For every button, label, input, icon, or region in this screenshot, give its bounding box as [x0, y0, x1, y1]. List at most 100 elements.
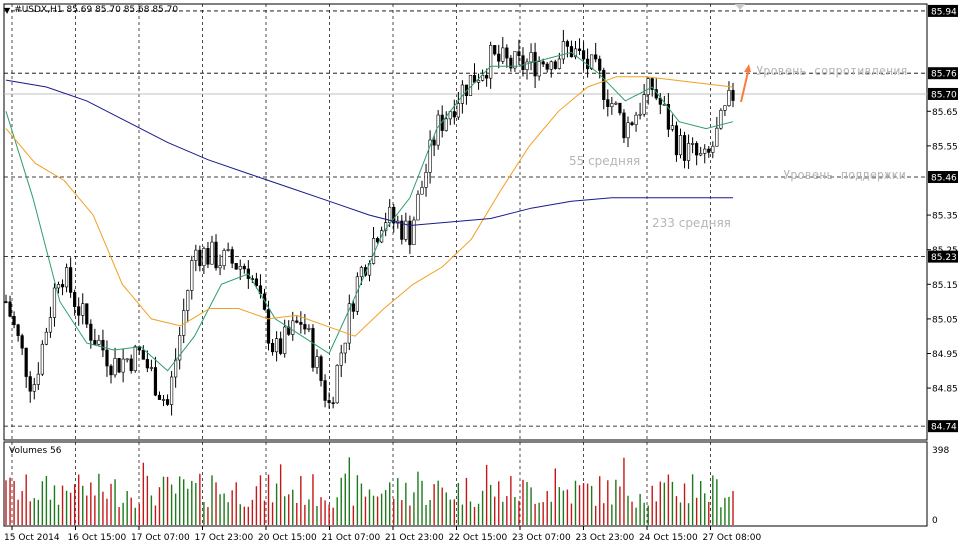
candle-body [553, 61, 557, 69]
candle-body [351, 303, 355, 312]
candle-body [521, 55, 525, 71]
price-axis: 85.9485.7685.7085.6585.5585.4685.3585.25… [927, 4, 958, 526]
candle-body [4, 301, 8, 303]
candle-body [129, 358, 133, 372]
candle-body [666, 104, 670, 130]
ma-fast-line [5, 51, 734, 372]
candle-body [598, 58, 602, 71]
price-box [928, 171, 958, 184]
candle-body [642, 94, 646, 115]
candle-body [153, 367, 158, 396]
candle-body [40, 343, 44, 375]
candle-body [8, 301, 12, 317]
candle-body [424, 172, 428, 188]
moving-averages [5, 51, 734, 372]
candle-body [210, 241, 214, 265]
candle-body [432, 139, 436, 146]
time-tick-label: 20 Oct 15:00 [258, 533, 317, 543]
candles [4, 29, 735, 416]
candle-body [36, 373, 40, 385]
volume-panel-frame [3, 441, 928, 527]
candle-body [347, 303, 351, 344]
candle-body [186, 290, 190, 311]
candle-body [594, 54, 598, 60]
candle-body [707, 148, 711, 153]
caret-down-icon[interactable]: ▼ [4, 5, 11, 15]
candle-body [678, 135, 683, 156]
candle-body [420, 187, 424, 195]
candle-body [226, 249, 230, 251]
candle-body [93, 340, 97, 345]
candle-body [202, 248, 206, 267]
candle-body [480, 75, 485, 81]
candle-body [12, 316, 16, 326]
ma55-label: 55 средняя [569, 154, 640, 168]
price-panel-frame [3, 3, 928, 441]
price-tick-label: 85.05 [932, 315, 958, 325]
candle-body [105, 349, 109, 367]
candle-body [331, 402, 335, 405]
candle-body [52, 287, 57, 318]
ma233-line [5, 79, 733, 227]
candle-body [408, 220, 412, 246]
price-box [928, 250, 958, 263]
candle-body [44, 331, 48, 345]
candle-body [602, 70, 606, 100]
candle-body [60, 284, 65, 288]
candle-body [339, 352, 343, 366]
candle-body [359, 267, 364, 278]
candle-body [230, 249, 234, 264]
symbol-label: #USDX,H1 [14, 5, 63, 15]
candle-body [327, 400, 331, 404]
time-tick-label: 16 Oct 15:00 [68, 533, 127, 543]
candle-body [319, 356, 323, 381]
candle-body [650, 78, 654, 90]
price-tick-label: 85.65 [932, 108, 958, 118]
candle-body [299, 322, 303, 325]
candle-body [557, 58, 561, 69]
volume-max-label: 398 [932, 446, 949, 456]
candle-body [218, 265, 222, 269]
candle-body [537, 61, 541, 77]
candle-body [731, 90, 735, 101]
candle-body [24, 347, 28, 377]
candle-body [404, 220, 408, 240]
ohlc-values: 85.69 85.70 85.68 85.70 [66, 5, 179, 15]
candle-body [56, 284, 61, 289]
candle-body [699, 153, 703, 156]
candle-body [363, 267, 368, 276]
candle-body [141, 349, 145, 360]
volume-bars [5, 457, 734, 525]
candle-body [565, 41, 570, 47]
candle-body [646, 78, 650, 95]
candle-body [161, 399, 166, 401]
candle-body [198, 249, 202, 267]
candle-body [194, 249, 198, 261]
candle-body [270, 342, 275, 353]
candle-body [715, 127, 719, 147]
candle-body [501, 47, 505, 62]
candle-body [513, 51, 517, 69]
candle-body [674, 125, 679, 156]
time-tick-label: 21 Oct 23:00 [385, 533, 444, 543]
price-tick-label: 84.95 [932, 350, 958, 360]
candle-body [549, 61, 553, 70]
candle-body [97, 339, 101, 345]
candle-body [254, 278, 259, 286]
candle-body [20, 335, 24, 349]
annotations: Уровень сопротивления Уровень поддержки … [569, 4, 908, 230]
candle-body [311, 328, 315, 368]
candle-body [476, 80, 481, 83]
candle-body [323, 380, 327, 401]
candle-body [622, 112, 626, 139]
price-tick-label: 84.85 [932, 385, 958, 395]
chart-shift-icon[interactable] [735, 4, 745, 10]
candle-body [169, 376, 174, 405]
price-box-label: 85.76 [931, 70, 957, 80]
candle-body [238, 265, 242, 270]
time-tick-label: 27 Oct 08:00 [703, 533, 762, 543]
candle-body [190, 260, 194, 291]
candle-body [69, 267, 73, 293]
